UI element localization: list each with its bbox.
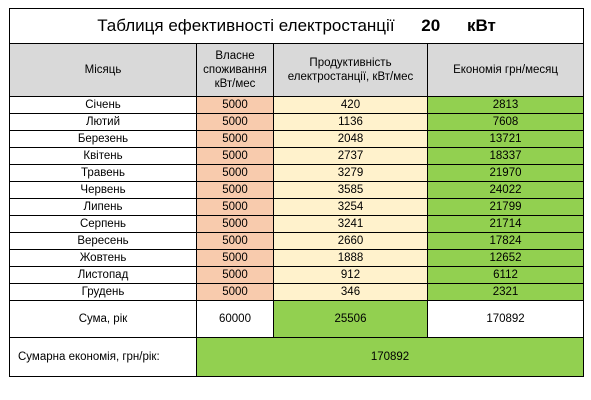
total-label: Сумарна економія, грн/рік:	[9, 337, 197, 377]
row-economy: 17824	[426, 232, 585, 250]
row-month: Жовтень	[9, 249, 197, 267]
header-row: Місяць Власне споживання кВт/мес Продукт…	[9, 43, 585, 97]
table-row: Листопад 5000 912 6112	[9, 266, 585, 284]
row-production: 3279	[273, 164, 428, 182]
row-production: 346	[273, 283, 428, 301]
sum-production: 25506	[273, 300, 428, 338]
table-row: Вересень 5000 2660 17824	[9, 232, 585, 250]
row-production: 3241	[273, 215, 428, 233]
row-own: 5000	[196, 198, 274, 216]
row-economy: 21799	[426, 198, 585, 216]
row-own: 5000	[196, 283, 274, 301]
row-production: 2660	[273, 232, 428, 250]
row-month: Січень	[9, 96, 197, 114]
sum-label: Сума, рік	[9, 300, 197, 338]
row-production: 1136	[273, 113, 428, 131]
table-row: Червень 5000 3585 24022	[9, 181, 585, 199]
row-month: Березень	[9, 130, 197, 148]
header-own: Власне споживання кВт/мес	[196, 43, 274, 97]
row-production: 912	[273, 266, 428, 284]
row-own: 5000	[196, 96, 274, 114]
row-own: 5000	[196, 266, 274, 284]
table-row: Лютий 5000 1136 7608	[9, 113, 585, 131]
header-economy: Економія грн/месяц	[426, 43, 585, 97]
row-own: 5000	[196, 130, 274, 148]
table-row: Липень 5000 3254 21799	[9, 198, 585, 216]
efficiency-table: Таблиця ефективності електростанції 20 к…	[8, 8, 585, 377]
row-month: Червень	[9, 181, 197, 199]
row-economy: 12652	[426, 249, 585, 267]
row-month: Грудень	[9, 283, 197, 301]
row-economy: 7608	[426, 113, 585, 131]
row-own: 5000	[196, 215, 274, 233]
table-row: Серпень 5000 3241 21714	[9, 215, 585, 233]
table-row: Березень 5000 2048 13721	[9, 130, 585, 148]
row-production: 3585	[273, 181, 428, 199]
table-row: Травень 5000 3279 21970	[9, 164, 585, 182]
efficiency-table-container: Таблиця ефективності електростанції 20 к…	[8, 8, 585, 377]
table-row: Квітень 5000 2737 18337	[9, 147, 585, 165]
row-economy: 21970	[426, 164, 585, 182]
row-own: 5000	[196, 232, 274, 250]
header-production: Продуктивність електростанції, кВт/мес	[273, 43, 428, 97]
total-row: Сумарна економія, грн/рік: 170892	[9, 337, 585, 377]
row-month: Лютий	[9, 113, 197, 131]
row-production: 2048	[273, 130, 428, 148]
title-text: Таблиця ефективності електростанції	[97, 16, 395, 35]
sum-row: Сума, рік 60000 25506 170892	[9, 300, 585, 338]
row-own: 5000	[196, 164, 274, 182]
row-own: 5000	[196, 147, 274, 165]
row-month: Листопад	[9, 266, 197, 284]
row-production: 3254	[273, 198, 428, 216]
row-month: Вересень	[9, 232, 197, 250]
table-row: Січень 5000 420 2813	[9, 96, 585, 114]
total-value: 170892	[195, 337, 585, 377]
table-row: Жовтень 5000 1888 12652	[9, 249, 585, 267]
power-unit: кВт	[466, 16, 496, 35]
row-production: 1888	[273, 249, 428, 267]
row-economy: 21714	[426, 215, 585, 233]
row-production: 420	[273, 96, 428, 114]
title-row: Таблиця ефективності електростанції 20 к…	[8, 8, 585, 44]
row-month: Квітень	[9, 147, 197, 165]
row-own: 5000	[196, 249, 274, 267]
table-row: Грудень 5000 346 2321	[9, 283, 585, 301]
row-economy: 6112	[426, 266, 585, 284]
row-economy: 2813	[426, 96, 585, 114]
header-month: Місяць	[9, 43, 197, 97]
row-economy: 24022	[426, 181, 585, 199]
row-economy: 2321	[426, 283, 585, 301]
power-value: 20	[421, 16, 441, 35]
row-own: 5000	[196, 113, 274, 131]
row-month: Серпень	[9, 215, 197, 233]
row-economy: 13721	[426, 130, 585, 148]
table-title: Таблиця ефективності електростанції 20 к…	[8, 8, 585, 44]
sum-economy: 170892	[426, 300, 585, 338]
row-own: 5000	[196, 181, 274, 199]
sum-own: 60000	[196, 300, 274, 338]
row-month: Липень	[9, 198, 197, 216]
row-production: 2737	[273, 147, 428, 165]
row-month: Травень	[9, 164, 197, 182]
row-economy: 18337	[426, 147, 585, 165]
